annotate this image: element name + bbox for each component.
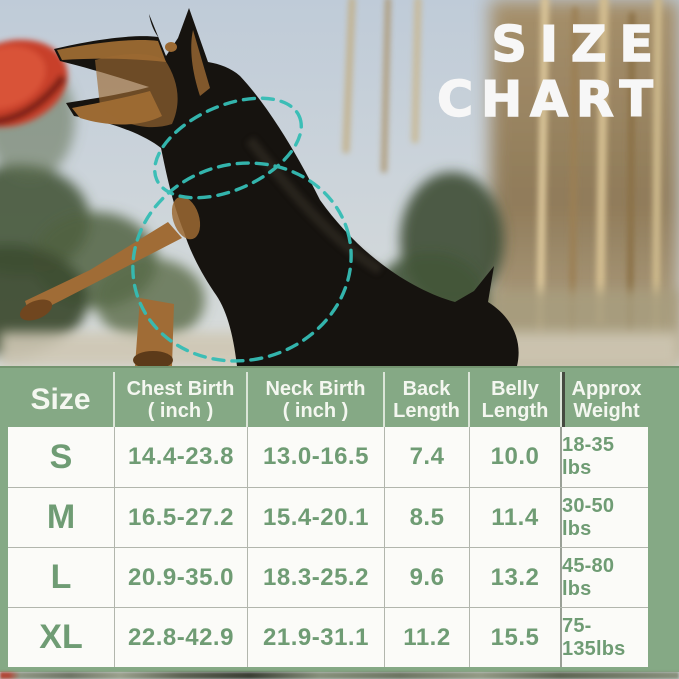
table-header-row: Size Chest Birth ( inch ) Neck Birth ( i… [8, 372, 648, 427]
cell-weight: 45-80 lbs [562, 554, 615, 600]
cell-size: XL [8, 608, 115, 667]
neck-girth-loop [153, 96, 303, 200]
cell-belly: 13.2 [470, 548, 562, 607]
header-size: Size [8, 372, 115, 427]
cell-weight: 75-135lbs [562, 614, 626, 660]
measurement-dashes [131, 96, 353, 363]
cell-size: M [8, 488, 115, 547]
header-neck-birth: Neck Birth ( inch ) [248, 372, 385, 427]
cell-weight: 18-35 lbs [562, 434, 615, 479]
dog-photo-illustration [0, 0, 679, 367]
cell-size: L [8, 548, 115, 607]
cell-back: 11.2 [385, 608, 470, 667]
cell-chest: 16.5-27.2 [115, 488, 248, 547]
table-row-m: M 16.5-27.2 15.4-20.1 8.5 11.4 30-50 lbs [8, 487, 648, 547]
size-table: Size Chest Birth ( inch ) Neck Birth ( i… [0, 366, 679, 672]
cell-back: 7.4 [385, 427, 470, 487]
cell-neck: 15.4-20.1 [248, 488, 385, 547]
cell-neck: 21.9-31.1 [248, 608, 385, 667]
cell-chest: 14.4-23.8 [115, 427, 248, 487]
dog-paw-front [19, 299, 53, 321]
blurred-trunks-middle [342, 0, 422, 173]
title-line-size: SIZE [491, 16, 666, 73]
cell-chest: 22.8-42.9 [115, 608, 248, 667]
header-chest-birth: Chest Birth ( inch ) [115, 372, 248, 427]
table-row-s: S 14.4-23.8 13.0-16.5 7.4 10.0 18-35 lbs [8, 427, 648, 487]
cell-neck: 13.0-16.5 [248, 427, 385, 487]
dog-silhouette [19, 8, 519, 367]
cell-belly: 15.5 [470, 608, 562, 667]
table-row-xl: XL 22.8-42.9 21.9-31.1 11.2 15.5 75-135l… [8, 607, 648, 667]
table-row-l: L 20.9-35.0 18.3-25.2 9.6 13.2 45-80 lbs [8, 547, 648, 607]
next-image-sliver [0, 672, 679, 679]
dog-photo: SIZE CHART [0, 0, 679, 367]
header-approx-weight: Approx Weight [562, 372, 648, 427]
cell-chest: 20.9-35.0 [115, 548, 248, 607]
frisbee [0, 39, 68, 128]
cell-belly: 10.0 [470, 427, 562, 487]
cell-weight: 30-50 lbs [562, 494, 615, 540]
title-line-chart: CHART [436, 71, 661, 128]
dog-tan-markings [25, 30, 210, 366]
page-title: SIZE CHART [436, 19, 653, 125]
table-body: S 14.4-23.8 13.0-16.5 7.4 10.0 18-35 lbs… [8, 427, 648, 667]
cell-back: 9.6 [385, 548, 470, 607]
chest-girth-loop [131, 161, 353, 363]
dog-paw-bent [133, 351, 173, 367]
cell-neck: 18.3-25.2 [248, 548, 385, 607]
cell-size: S [8, 427, 115, 487]
cell-belly: 11.4 [470, 488, 562, 547]
cell-back: 8.5 [385, 488, 470, 547]
dog-body-sheen [246, 136, 383, 275]
header-back-length: Back Length [385, 372, 470, 427]
header-belly-length: Belly Length [470, 372, 562, 427]
